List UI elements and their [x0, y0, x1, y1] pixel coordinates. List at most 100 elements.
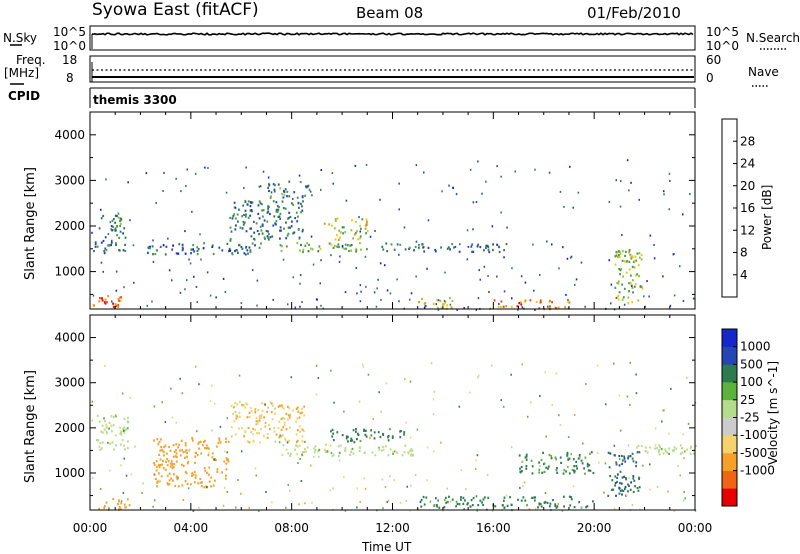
noise-cell — [584, 305, 586, 308]
echo-cell — [258, 200, 261, 203]
echo-cell — [607, 451, 610, 454]
echo-cell — [227, 458, 229, 461]
noise-cell — [477, 297, 480, 300]
echo-cell — [288, 180, 291, 183]
echo-cell — [638, 477, 640, 481]
echo-cell — [104, 298, 107, 301]
echo-cell — [303, 414, 306, 417]
echo-cell — [157, 443, 160, 446]
echo-cell — [235, 224, 237, 227]
echo-cell — [164, 468, 167, 471]
echo-cell — [662, 452, 665, 455]
echo-cell — [552, 499, 554, 502]
noise-cell — [377, 278, 379, 281]
noise-cell — [105, 178, 107, 181]
noise-cell — [491, 510, 494, 512]
power-x-ticks — [89, 112, 696, 309]
echo-cell — [567, 300, 570, 304]
noise-cell — [151, 300, 153, 303]
echo-cell — [119, 426, 121, 429]
echo-cell — [158, 466, 161, 469]
echo-cell — [345, 435, 348, 438]
echo-cell — [631, 265, 634, 268]
echo-cell — [156, 485, 158, 488]
noise-cell — [466, 258, 469, 261]
nsky-tick-lo: 10^0 — [53, 39, 86, 53]
echo-cell — [673, 446, 676, 449]
noise-cell — [503, 405, 505, 408]
echo-cell — [411, 449, 414, 452]
echo-cell — [476, 245, 479, 248]
noise-cell — [209, 399, 212, 402]
x-tick-label: 12:00 — [375, 521, 410, 535]
noise-cell — [643, 295, 645, 298]
noise-cell — [152, 239, 154, 242]
noise-cell — [245, 253, 247, 256]
echo-cell — [301, 196, 304, 199]
echo-cell — [225, 457, 228, 460]
echo-cell — [634, 255, 637, 258]
echo-cell — [249, 227, 252, 230]
echo-cell — [163, 454, 165, 457]
echo-cell — [339, 236, 341, 239]
echo-cell — [525, 465, 528, 468]
echo-cell — [194, 461, 196, 464]
echo-cell — [619, 273, 621, 276]
echo-cell — [311, 248, 314, 251]
noise-cell — [259, 185, 262, 188]
echo-cell — [274, 184, 276, 187]
noise-cell — [546, 240, 548, 243]
echo-cell — [625, 250, 627, 253]
echo-cell — [295, 211, 298, 214]
echo-cell — [227, 440, 230, 443]
echo-cell — [392, 452, 394, 455]
noise-cell — [309, 190, 312, 193]
noise-cell — [200, 258, 202, 261]
echo-cell — [325, 443, 327, 446]
velocity-colorbar-band — [722, 488, 737, 507]
echo-cell — [334, 238, 337, 241]
noise-cell — [460, 469, 463, 471]
echo-cell — [575, 464, 578, 468]
echo-cell — [118, 299, 120, 302]
noise-cell — [416, 428, 419, 431]
echo-cell — [350, 244, 353, 247]
echo-cell — [616, 296, 619, 299]
echo-cell — [246, 249, 249, 252]
echo-cell — [441, 303, 444, 307]
echo-cell — [159, 245, 162, 248]
noise-cell — [365, 285, 367, 288]
echo-cell — [99, 448, 102, 451]
echo-cell — [555, 307, 557, 310]
echo-cell — [695, 444, 697, 448]
echo-cell — [435, 497, 437, 500]
noise-cell — [598, 461, 600, 464]
echo-cell — [631, 457, 634, 460]
echo-cell — [258, 432, 260, 435]
echo-cell — [285, 448, 288, 451]
echo-cell — [298, 416, 301, 419]
noise-cell — [145, 172, 148, 175]
echo-cell — [92, 304, 95, 307]
noise-cell — [426, 479, 428, 482]
echo-cell — [254, 408, 257, 411]
echo-cell — [175, 452, 178, 455]
noise-cell — [100, 261, 103, 264]
echo-cell — [249, 406, 252, 410]
echo-cell — [689, 447, 692, 450]
echo-cell — [366, 230, 369, 233]
noise-cell — [304, 441, 306, 443]
echo-cell — [379, 435, 382, 439]
echo-cell — [370, 434, 373, 437]
echo-cell — [232, 412, 234, 415]
noise-cell — [313, 455, 315, 458]
noise-cell — [164, 421, 167, 423]
echo-cell — [679, 452, 682, 455]
noise-cell — [170, 387, 172, 390]
noise-cell — [503, 290, 506, 293]
echo-cell — [234, 228, 237, 231]
echo-cell — [621, 454, 623, 458]
noise-cell — [631, 285, 633, 288]
echo-cell — [288, 439, 291, 442]
echo-cell — [234, 250, 236, 253]
